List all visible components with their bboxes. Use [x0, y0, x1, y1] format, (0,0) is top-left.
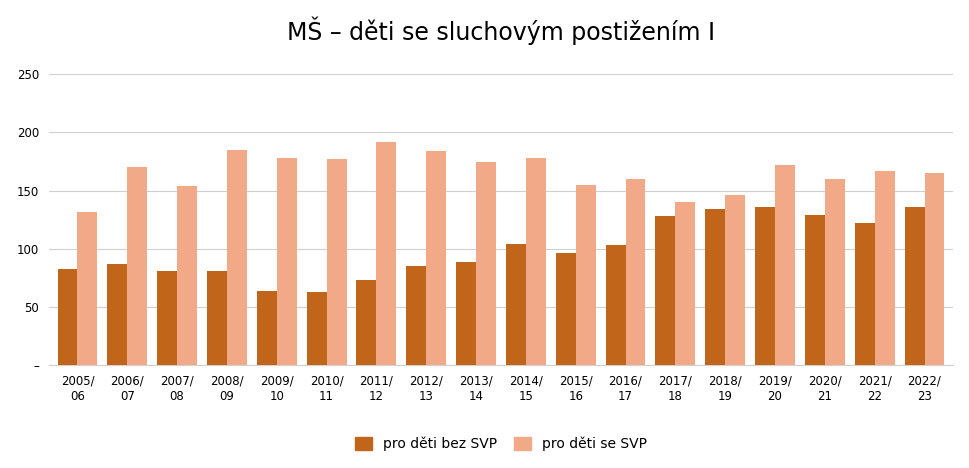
Bar	[725, 195, 744, 365]
Bar	[854, 223, 874, 365]
Bar	[605, 245, 625, 365]
Bar	[306, 292, 327, 365]
Bar	[904, 207, 923, 365]
Bar	[625, 179, 644, 365]
Title: MŠ – děti se sluchovým postižením I: MŠ – děti se sluchovým postižením I	[287, 17, 714, 45]
Bar	[78, 212, 97, 365]
Bar	[824, 179, 844, 365]
Legend: pro děti bez SVP, pro děti se SVP: pro děti bez SVP, pro děti se SVP	[350, 431, 651, 457]
Bar	[108, 264, 127, 365]
Bar	[874, 171, 893, 365]
Bar	[227, 150, 246, 365]
Bar	[576, 185, 595, 365]
Bar	[127, 168, 147, 365]
Bar	[357, 280, 376, 365]
Bar	[276, 158, 297, 365]
Bar	[754, 207, 774, 365]
Bar	[476, 161, 495, 365]
Bar	[257, 291, 276, 365]
Bar	[704, 209, 725, 365]
Bar	[923, 173, 944, 365]
Bar	[177, 186, 197, 365]
Bar	[506, 244, 525, 365]
Bar	[327, 159, 346, 365]
Bar	[157, 271, 177, 365]
Bar	[206, 271, 227, 365]
Bar	[804, 215, 824, 365]
Bar	[406, 266, 425, 365]
Bar	[525, 158, 546, 365]
Bar	[57, 269, 78, 365]
Bar	[674, 202, 695, 365]
Bar	[555, 253, 576, 365]
Bar	[425, 151, 446, 365]
Bar	[774, 165, 795, 365]
Bar	[455, 262, 476, 365]
Bar	[655, 216, 674, 365]
Bar	[376, 142, 396, 365]
